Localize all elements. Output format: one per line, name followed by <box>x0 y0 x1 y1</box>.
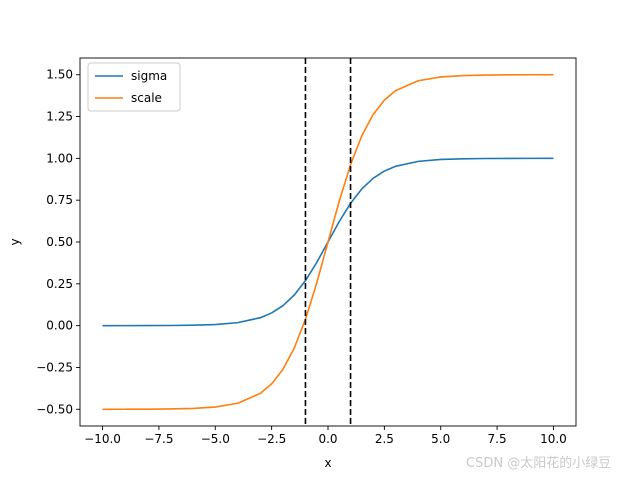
legend: sigma scale <box>87 62 181 112</box>
series-line-scale <box>102 73 554 411</box>
x-tick-label: 10.0 <box>540 432 567 446</box>
x-tick-label: −2.5 <box>257 432 286 446</box>
y-tick-label: 1.50 <box>46 68 73 82</box>
x-tick-label: −7.5 <box>144 432 173 446</box>
legend-box <box>87 62 181 112</box>
legend-label-sigma: sigma <box>131 69 167 83</box>
y-tick-label: 1.25 <box>46 110 73 124</box>
x-tick-label: 5.0 <box>431 432 450 446</box>
y-tick-label: 0.75 <box>46 193 73 207</box>
y-axis-ticks: −0.50 −0.25 0.00 0.25 0.50 0.75 1.00 1.25 1.50 <box>36 68 80 416</box>
legend-label-scale: scale <box>131 91 162 105</box>
watermark-text: CSDN @太阳花的小绿豆 <box>466 456 612 471</box>
y-tick-label: 0.00 <box>46 319 73 333</box>
x-axis-ticks: −10.0 −7.5 −5.0 −2.5 0.0 2.5 5.0 7.5 10.0 <box>84 426 567 446</box>
y-tick-label: −0.25 <box>36 360 73 374</box>
y-tick-label: −0.50 <box>36 402 73 416</box>
x-axis-label: x <box>324 456 331 470</box>
y-tick-label: 0.25 <box>46 277 73 291</box>
x-tick-label: −5.0 <box>201 432 230 446</box>
x-tick-label: −10.0 <box>84 432 121 446</box>
x-tick-label: 0.0 <box>318 432 337 446</box>
x-tick-label: 7.5 <box>488 432 507 446</box>
y-tick-label: 1.00 <box>46 151 73 165</box>
y-axis-label: y <box>8 238 22 245</box>
x-tick-label: 2.5 <box>375 432 394 446</box>
y-tick-label: 0.50 <box>46 235 73 249</box>
plot-area <box>79 57 577 427</box>
